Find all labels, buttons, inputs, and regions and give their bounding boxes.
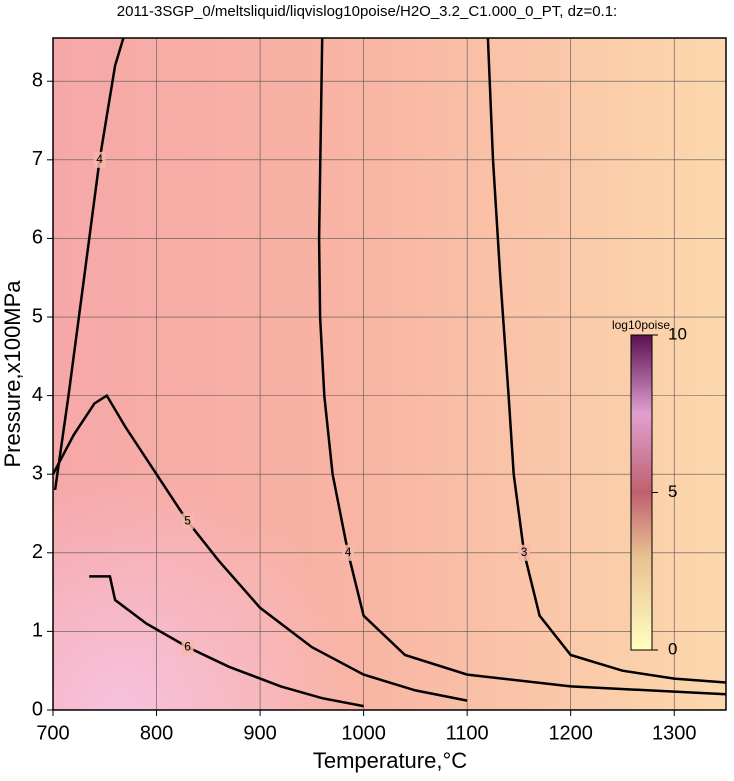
x-tick-label: 900: [243, 722, 276, 744]
contour-label: 6: [184, 639, 191, 653]
chart-title: 2011-3SGP_0/meltsliquid/liqvislog10poise…: [117, 3, 617, 20]
x-tick-label: 800: [140, 722, 173, 744]
plot-frame: [52, 37, 727, 711]
y-tick-label: 8: [32, 70, 43, 92]
x-tick-label: 1100: [446, 722, 489, 744]
contour-label-bg: [518, 544, 531, 561]
contour-label: 3: [521, 545, 528, 559]
y-tick-label: 3: [32, 462, 43, 484]
y-tick-label: 0: [32, 698, 43, 720]
x-tick-label: 700: [36, 722, 69, 744]
plot-shade: [53, 38, 726, 710]
contour-label-bg: [342, 544, 355, 561]
y-tick-label: 6: [32, 227, 43, 249]
y-tick-label: 7: [32, 148, 43, 170]
contour-label-bg: [181, 513, 194, 530]
x-tick-label: 1000: [341, 722, 386, 744]
contour-label: 5: [184, 514, 191, 528]
contour-label: 4: [96, 152, 103, 166]
x-tick-label: 1300: [652, 722, 697, 744]
contour-label-bg: [181, 639, 194, 656]
contour-label-bg: [93, 151, 106, 168]
colorbar: [630, 334, 653, 651]
contour-label: 4: [345, 545, 352, 559]
y-axis-label: Pressure,x100MPa: [0, 280, 25, 468]
y-tick-label: 4: [32, 384, 43, 406]
colorbar-tick-label: 5: [668, 482, 677, 501]
colorbar-tick-label: 10: [668, 324, 687, 343]
colorbar-tick-label: 0: [668, 639, 677, 658]
y-tick-label: 2: [32, 541, 43, 563]
x-axis-label: Temperature,°C: [313, 748, 467, 773]
y-tick-label: 5: [32, 305, 43, 327]
colorbar-label: log10poise: [612, 318, 670, 332]
x-tick-label: 1200: [548, 722, 593, 744]
contour-line: [53, 37, 125, 491]
y-tick-label: 1: [32, 620, 43, 642]
